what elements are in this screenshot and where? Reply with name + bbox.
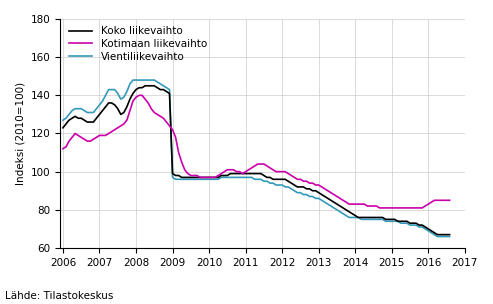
Koko liikevaihto: [60, 126, 66, 130]
Koko liikevaihto: [206, 176, 212, 179]
Vientiliikevaihto: [130, 78, 136, 82]
Kotimaan liikevaihto: [221, 170, 227, 174]
Kotimaan liikevaihto: [377, 206, 383, 210]
Koko liikevaihto: [395, 219, 401, 223]
Koko liikevaihto: [142, 84, 148, 88]
Vientiliikevaihto: [447, 235, 453, 238]
Koko liikevaihto: [431, 231, 437, 235]
Vientiliikevaihto: [395, 219, 401, 223]
Kotimaan liikevaihto: [136, 94, 142, 97]
Vientiliikevaihto: [264, 179, 270, 183]
Y-axis label: Indeksi (2010=100): Indeksi (2010=100): [15, 82, 25, 185]
Koko liikevaihto: [434, 233, 440, 237]
Kotimaan liikevaihto: [60, 147, 66, 150]
Koko liikevaihto: [221, 174, 227, 177]
Vientiliikevaihto: [434, 235, 440, 238]
Kotimaan liikevaihto: [157, 115, 163, 118]
Koko liikevaihto: [157, 88, 163, 92]
Line: Koko liikevaihto: Koko liikevaihto: [63, 86, 450, 235]
Kotimaan liikevaihto: [398, 206, 404, 210]
Koko liikevaihto: [447, 233, 453, 237]
Line: Kotimaan liikevaihto: Kotimaan liikevaihto: [63, 95, 450, 208]
Vientiliikevaihto: [431, 233, 437, 237]
Kotimaan liikevaihto: [434, 199, 440, 202]
Text: Lähde: Tilastokeskus: Lähde: Tilastokeskus: [5, 291, 113, 301]
Koko liikevaihto: [264, 176, 270, 179]
Legend: Koko liikevaihto, Kotimaan liikevaihto, Vientiliikevaihto: Koko liikevaihto, Kotimaan liikevaihto, …: [70, 26, 207, 62]
Line: Vientiliikevaihto: Vientiliikevaihto: [63, 80, 450, 237]
Vientiliikevaihto: [221, 176, 227, 179]
Vientiliikevaihto: [60, 118, 66, 122]
Kotimaan liikevaihto: [264, 164, 270, 168]
Kotimaan liikevaihto: [447, 199, 453, 202]
Kotimaan liikevaihto: [206, 176, 212, 179]
Vientiliikevaihto: [206, 178, 212, 181]
Vientiliikevaihto: [157, 82, 163, 86]
